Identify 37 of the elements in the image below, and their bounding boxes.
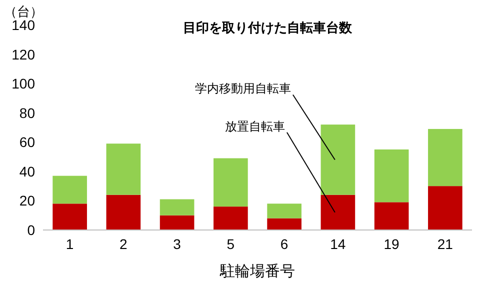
bar (267, 204, 302, 218)
bar (267, 218, 302, 230)
chart-title: 目印を取り付けた自転車台数 (183, 20, 353, 35)
y-tick-label: 100 (12, 76, 36, 92)
bar (214, 158, 248, 207)
bar (320, 124, 356, 195)
bar (52, 204, 87, 230)
x-axis-title: 駐輪場番号 (219, 263, 295, 280)
x-tick-label: 6 (280, 236, 288, 252)
bar (320, 194, 356, 230)
bar (428, 128, 462, 186)
x-tick-label: 1 (66, 236, 74, 252)
y-tick-label: 140 (12, 17, 36, 33)
x-tick-label: 19 (384, 236, 400, 252)
x-tick-label: 21 (437, 236, 454, 252)
bar (106, 144, 141, 195)
x-tick-label: 14 (330, 236, 346, 252)
x-tick-label: 2 (120, 236, 128, 252)
y-axis-title: （台） (4, 4, 43, 19)
bar (52, 176, 87, 204)
y-tick-label: 80 (19, 104, 36, 121)
text: 学内移動用自転車 (194, 82, 291, 96)
y-tick-label: 40 (19, 163, 36, 180)
x-tick-label: 5 (226, 236, 235, 252)
bar (106, 194, 141, 230)
text: 放置自転車 (224, 119, 285, 134)
bar (160, 215, 194, 230)
bar (374, 202, 409, 230)
x-tick-label: 3 (173, 236, 182, 252)
bar (374, 149, 409, 202)
bar (428, 186, 462, 230)
y-tick-label: 0 (27, 222, 36, 238)
y-tick-label: 120 (12, 46, 36, 62)
bar (160, 199, 194, 216)
y-tick-label: 20 (19, 192, 36, 209)
bar (214, 206, 248, 230)
y-tick-label: 60 (19, 134, 36, 150)
